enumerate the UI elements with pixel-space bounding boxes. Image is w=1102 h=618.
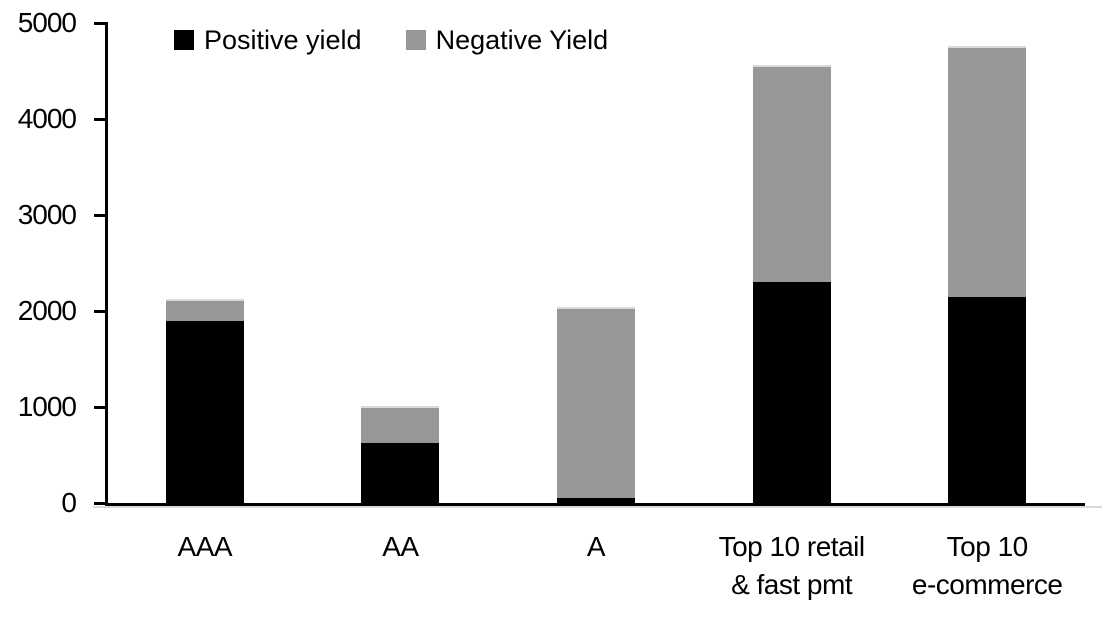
x-category-label: AAA — [177, 531, 233, 562]
y-tick-mark — [94, 310, 107, 313]
bar-negative-segment — [361, 406, 440, 443]
y-tick-label: 4000 — [17, 103, 77, 134]
y-tick-label: 0 — [61, 487, 77, 518]
bar-negative-segment — [165, 298, 244, 321]
legend-item-positive-yield: Positive yield — [174, 24, 362, 56]
bar-positive-segment — [361, 442, 440, 503]
bar-negative-segment — [948, 46, 1027, 297]
bar-positive-segment — [948, 296, 1027, 503]
chart-legend: Positive yield Negative Yield — [174, 24, 608, 56]
y-tick-mark — [94, 214, 107, 217]
y-tick-mark — [94, 406, 107, 409]
y-tick-label: 2000 — [17, 295, 77, 326]
y-tick-mark — [94, 118, 107, 121]
x-category-label: Top 10 e-commerce — [911, 531, 1063, 600]
y-tick-label: 5000 — [17, 7, 77, 38]
y-axis-line — [105, 22, 108, 507]
legend-label-negative-yield: Negative Yield — [435, 25, 609, 55]
bar-positive-segment — [752, 282, 831, 503]
y-tick-label: 1000 — [17, 391, 77, 422]
bar-positive-segment — [165, 320, 244, 503]
legend-label-positive-yield: Positive yield — [204, 25, 362, 55]
legend-swatch-positive-icon — [174, 30, 194, 50]
x-category-label: A — [586, 531, 606, 562]
bar-negative-segment — [752, 65, 831, 283]
bar-positive-segment — [557, 498, 635, 503]
axis-shadow-line — [93, 506, 1102, 508]
legend-swatch-negative-icon — [405, 30, 426, 50]
x-category-label: Top 10 retail & fast pmt — [718, 531, 866, 600]
y-tick-label: 3000 — [17, 199, 77, 230]
legend-item-negative-yield: Negative Yield — [405, 24, 609, 56]
x-axis-line — [105, 503, 1085, 506]
y-tick-mark — [94, 22, 107, 25]
x-category-label: AA — [382, 531, 419, 562]
y-tick-mark — [94, 502, 107, 505]
bar-negative-segment — [557, 307, 635, 499]
